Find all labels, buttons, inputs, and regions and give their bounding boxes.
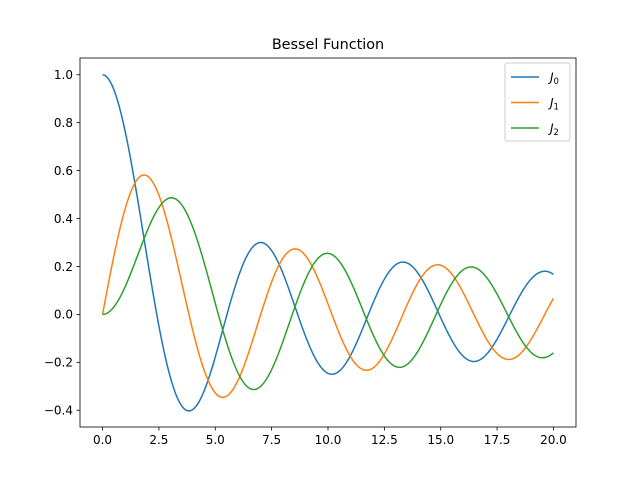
y-tick-label: 1.0 [54,68,73,82]
legend-label-j0: J0 [548,71,559,88]
chart-title: Bessel Function [272,37,384,53]
y-tick-label: 0.4 [54,212,73,226]
x-tick-label: 15.0 [427,433,454,447]
x-tick-label: 10.0 [315,433,342,447]
x-tick-label: 12.5 [371,433,398,447]
plot-lines [101,74,555,412]
series-line-j1 [101,174,555,399]
y-axis: −0.4 −0.2 0.0 0.2 0.4 0.6 0.8 1.0 [44,68,80,418]
series-line-j2 [102,197,554,391]
x-tick-label: 20.0 [540,433,567,447]
x-tick-label: 5.0 [206,433,225,447]
x-tick-label: 2.5 [149,433,168,447]
x-tick-label: 0.0 [93,433,112,447]
series-line-j0 [102,74,554,412]
x-axis: 0.0 2.5 5.0 7.5 10.0 12.5 15.0 17.5 20.0 [93,427,567,447]
x-tick-label: 7.5 [262,433,281,447]
y-tick-label: 0.8 [54,116,73,130]
legend-label-j1: J1 [548,96,559,113]
y-tick-label: 0.0 [54,308,73,322]
y-tick-label: −0.2 [44,356,73,370]
axes-frame [79,57,577,428]
x-tick-label: 17.5 [484,433,511,447]
y-tick-label: 0.2 [54,260,73,274]
legend: J0 J1 J2 [504,62,571,142]
y-tick-label: −0.4 [44,404,73,418]
y-tick-label: 0.6 [54,164,73,178]
legend-label-j2: J2 [548,122,559,139]
